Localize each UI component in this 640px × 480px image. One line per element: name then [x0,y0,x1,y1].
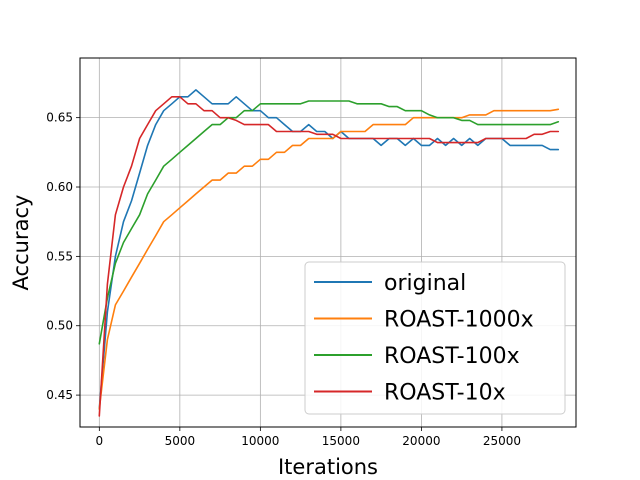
y-tick-label: 0.50 [46,319,73,333]
y-tick-label: 0.45 [46,388,73,402]
series-line-roast-1000x [98,108,560,410]
grid [80,58,576,427]
x-tick-label: 10000 [241,434,279,448]
legend-box [304,261,566,415]
series-lines [98,89,560,417]
y-tick-label: 0.60 [46,180,73,194]
series-line-roast-10x [98,96,560,417]
x-axis-label: Iterations [278,455,378,479]
legend-label: original [384,271,466,296]
series-line-roast-100x [98,100,560,345]
plot-frame [79,57,577,428]
axis-ticks: 0 5000 10000 15000 20000 25000 0.45 0.50 0.55 0.6… [46,111,521,448]
x-tick-label: 0 [96,434,104,448]
x-tick-label: 25000 [483,434,521,448]
x-tick-label: 20000 [402,434,440,448]
y-tick-label: 0.55 [46,249,73,263]
x-tick-label: 5000 [165,434,196,448]
legend-label: ROAST-100x [384,344,520,369]
y-tick-label: 0.65 [46,111,73,125]
legend-label: ROAST-1000x [384,308,534,333]
y-axis-label: Accuracy [9,195,33,291]
legend-label: ROAST-10x [384,381,506,406]
x-tick-label: 15000 [322,434,360,448]
legend: original ROAST-1000x ROAST-100x ROAST-10x [304,261,566,415]
